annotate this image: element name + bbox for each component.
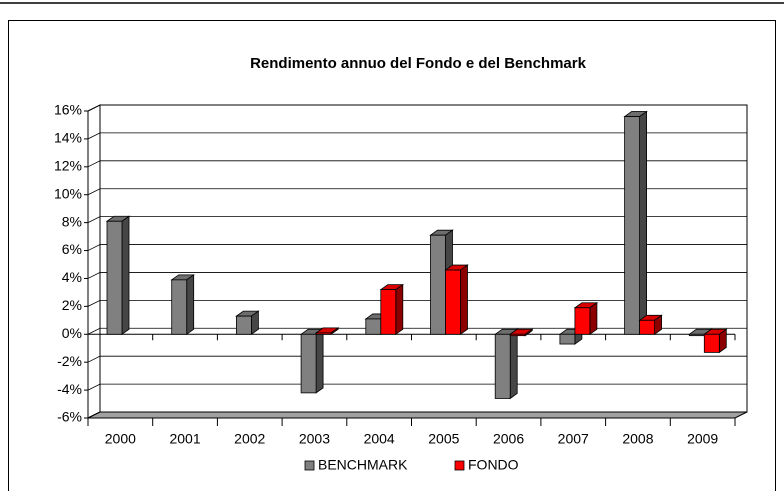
bar	[105, 215, 131, 336]
bar	[703, 328, 728, 354]
bar-side	[395, 283, 404, 336]
bar	[299, 328, 325, 394]
bar-side	[509, 328, 518, 400]
grid-line	[87, 188, 747, 196]
x-tick-label: 2005	[428, 431, 459, 447]
bar	[623, 110, 648, 336]
bar-front	[688, 333, 705, 337]
x-tick-label: 2000	[105, 431, 136, 447]
grid-line	[87, 244, 747, 251]
bar-front	[639, 319, 655, 335]
y-tick-label: 4%	[62, 269, 82, 285]
x-tick-label: 2004	[364, 431, 395, 447]
bar	[235, 310, 260, 336]
y-tick-label: 8%	[62, 213, 82, 229]
bar-front	[494, 333, 511, 399]
bar-side	[186, 274, 195, 336]
bar-front	[300, 333, 317, 394]
x-tick-label: 2003	[299, 431, 330, 447]
y-tick-label: -2%	[57, 353, 82, 369]
y-tick-label: 6%	[62, 241, 82, 257]
grid-line	[87, 160, 747, 168]
bar-front	[445, 269, 461, 335]
legend-label: BENCHMARK	[318, 457, 408, 473]
bar-side	[121, 215, 130, 336]
y-tick-label: 0%	[62, 325, 82, 341]
grid-line	[87, 104, 747, 112]
y-tick-label: -6%	[57, 409, 82, 425]
bar-front	[559, 333, 576, 345]
bar-front	[315, 332, 332, 335]
back-wall	[99, 104, 748, 413]
bar-side	[639, 110, 647, 336]
bar	[170, 274, 195, 336]
bar	[508, 328, 534, 337]
grid-line	[87, 272, 747, 279]
bar	[638, 314, 663, 336]
x-tick-label: 2001	[169, 431, 200, 447]
x-tick-label: 2006	[493, 431, 524, 447]
bar-front	[235, 315, 252, 335]
y-tick-label: 10%	[54, 185, 82, 201]
bar	[379, 283, 405, 336]
grid-line	[87, 355, 747, 363]
legend-label: FONDO	[468, 457, 519, 473]
grid-line	[87, 132, 747, 140]
y-tick-label: 14%	[54, 130, 82, 146]
grid-line	[87, 299, 747, 307]
x-tick-label: 2002	[234, 431, 265, 447]
bar-front	[574, 307, 591, 335]
side-wall	[87, 104, 101, 419]
bar	[314, 327, 340, 336]
bar	[444, 264, 469, 336]
bar-side	[589, 301, 598, 336]
x-tick-label: 2008	[622, 431, 653, 447]
bar-front	[380, 289, 397, 335]
y-tick-label: -4%	[57, 381, 82, 397]
x-tick-label: 2007	[558, 431, 589, 447]
grid-line	[87, 327, 747, 335]
floor	[87, 411, 748, 419]
legend-swatch	[304, 460, 315, 471]
bar-front	[106, 220, 123, 335]
x-tick-label: 2009	[687, 431, 718, 447]
bar-front	[509, 333, 526, 337]
legend-swatch	[454, 460, 465, 471]
bar-front	[171, 279, 188, 335]
bar-front	[624, 116, 640, 335]
grid-line	[87, 411, 747, 419]
bar-side	[460, 264, 468, 336]
chart-title: Rendimento annuo del Fondo e del Benchma…	[250, 55, 587, 72]
bar-front	[365, 318, 382, 335]
bar	[493, 328, 519, 400]
y-tick-label: 16%	[54, 102, 82, 118]
y-tick-label: 2%	[62, 297, 82, 313]
bar-side	[315, 328, 324, 394]
bar-front	[703, 333, 720, 353]
y-tick-label: 12%	[54, 158, 82, 174]
bar-front	[430, 234, 446, 335]
grid-line	[87, 216, 747, 223]
grid-line	[87, 383, 747, 391]
bar	[573, 301, 599, 336]
